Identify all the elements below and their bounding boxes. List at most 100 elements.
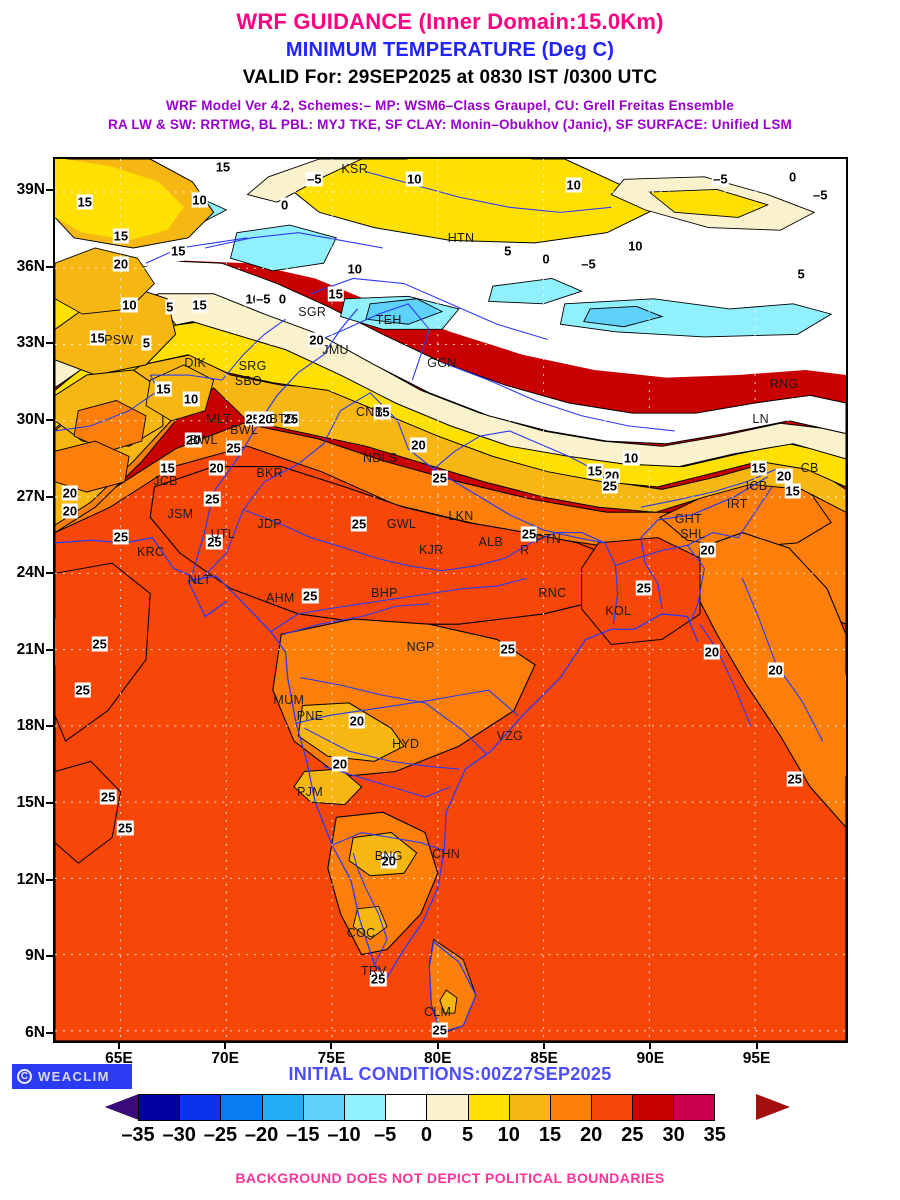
city-label: ALB xyxy=(478,534,504,549)
city-label: HTN xyxy=(447,231,475,246)
colorbar-band xyxy=(467,1094,509,1121)
city-label: JSM xyxy=(167,506,194,521)
contour-value-label: 5 xyxy=(141,335,152,351)
latitude-tick-label: 24N xyxy=(16,564,45,582)
contour-value-label: 25 xyxy=(520,526,538,542)
city-label: DIK xyxy=(184,356,207,371)
longitude-tick-label: 65E xyxy=(105,1050,133,1067)
longitude-tick xyxy=(224,1043,227,1049)
city-label: COC xyxy=(346,925,376,940)
page-title: WRF GUIDANCE (Inner Domain:15.0Km) xyxy=(236,9,664,34)
contour-value-label: 25 xyxy=(206,534,223,550)
valid-time-text: VALID For: 29SEP2025 at 0830 IST /0300 U… xyxy=(242,67,658,88)
latitude-tick-label: 18N xyxy=(16,717,45,735)
colorbar-band xyxy=(508,1094,550,1121)
colorbar-band xyxy=(632,1094,674,1121)
city-label: GWL xyxy=(386,517,417,532)
colorbar-tick-label: 5 xyxy=(462,1124,474,1146)
longitude-tick xyxy=(436,1043,439,1049)
longitude-tick xyxy=(543,1043,546,1049)
contour-value-label: 15 xyxy=(170,243,187,259)
contour-value-label: 25 xyxy=(301,588,319,604)
contour-value-label: 0 xyxy=(277,291,288,307)
contour-value-label: 15 xyxy=(374,404,391,420)
longitude-tick-label: 80E xyxy=(423,1050,452,1067)
contour-value-label: 25 xyxy=(635,580,653,596)
city-label: HYD xyxy=(392,736,420,751)
contour-value-label: 25 xyxy=(116,820,134,836)
city-label: RNG xyxy=(769,376,799,391)
contour-value-label: 10 xyxy=(182,391,200,407)
contour-value-label: 25 xyxy=(91,636,108,652)
contour-value-label: 5 xyxy=(165,299,175,315)
contour-value-label: 25 xyxy=(601,478,619,494)
colorbar-tick-label: 20 xyxy=(580,1124,603,1146)
latitude-tick-label: 33N xyxy=(16,334,45,352)
latitude-tick xyxy=(46,955,53,958)
contour-value-label: 25 xyxy=(112,529,130,545)
city-label: PNE xyxy=(296,708,324,723)
contour-value-label: 0 xyxy=(787,169,798,185)
colorbar-band xyxy=(138,1094,180,1121)
contour-value-label: 15 xyxy=(159,460,176,476)
contour-value-label: 15 xyxy=(586,463,604,478)
colorbar-band xyxy=(220,1094,262,1121)
city-label: AHM xyxy=(265,591,295,606)
contour-value-label: 25 xyxy=(282,411,300,427)
weaclim-logo-text: WEACLIM xyxy=(38,1069,110,1084)
city-label: SHL xyxy=(680,527,706,542)
contour-value-label: 20 xyxy=(348,713,366,729)
contour-value-label: 10 xyxy=(191,192,208,208)
city-label: TEH xyxy=(375,312,402,327)
longitude-tick-label: 75E xyxy=(317,1050,346,1067)
latitude-tick xyxy=(46,648,53,651)
colorbar-tick-label: –35 xyxy=(121,1124,155,1146)
city-label: TRV xyxy=(361,963,387,978)
latitude-tick-label: 30N xyxy=(16,410,45,428)
contour-value-label: 25 xyxy=(99,789,117,805)
contour-value-label: 15 xyxy=(750,460,767,476)
initial-conditions-text: INITIAL CONDITIONS:00Z27SEP2025 xyxy=(288,1064,612,1084)
contour-value-label: –5 xyxy=(580,256,597,272)
city-label: CB xyxy=(800,460,819,475)
colorbar-band xyxy=(261,1094,303,1121)
latitude-tick-label: 9N xyxy=(25,947,45,965)
longitude-axis: 65E 70E 75E 80E 85E 90E 95E xyxy=(53,1043,848,1073)
colorbar-bands xyxy=(138,1094,715,1121)
contour-value-label: 20 xyxy=(257,411,274,427)
model-scheme-line-2: RA LW & SW: RRTMG, BL PBL: MYJ TKE, SF C… xyxy=(108,117,792,132)
longitude-tick xyxy=(117,1043,120,1049)
colorbar-tick-label: 35 xyxy=(703,1124,726,1146)
contour-value-label: 0 xyxy=(279,197,290,213)
contour-value-label: 25 xyxy=(225,440,242,456)
city-label: BKR xyxy=(256,466,283,481)
city-label: PJM xyxy=(297,785,324,800)
longitude-tick-label: 70E xyxy=(211,1050,239,1067)
contour-value-label: 0 xyxy=(541,251,551,267)
weaclim-logo: C WEACLIM xyxy=(12,1064,132,1089)
colorbar-tick-label: 25 xyxy=(621,1124,644,1146)
contour-value-label: 20 xyxy=(184,432,202,448)
city-label: GHT xyxy=(674,512,703,527)
city-label: BNG xyxy=(374,849,403,864)
contour-value-label: 5 xyxy=(796,266,806,282)
colorbar-band xyxy=(549,1094,592,1121)
city-label: BWL xyxy=(189,432,218,447)
city-label: PSW xyxy=(104,333,134,348)
latitude-tick xyxy=(46,572,53,575)
colorbar-tick-label: –25 xyxy=(203,1124,238,1146)
latitude-tick xyxy=(46,878,53,881)
contour-value-label: 20 xyxy=(112,256,130,272)
contour-value-label: 10 xyxy=(346,261,363,277)
latitude-tick-label: 39N xyxy=(16,181,45,199)
contour-value-label: 20 xyxy=(61,503,79,519)
latitude-axis: 39N 36N 33N 30N 27N 24N 21N 18N 15N 12N 9N 6N xyxy=(0,157,53,1043)
contour-value-label: 10 xyxy=(622,450,640,466)
contour-value-label: 25 xyxy=(244,411,261,427)
city-label: RNC xyxy=(538,586,567,601)
colorbar-tick-label: –10 xyxy=(327,1124,361,1146)
contour-value-label: 20 xyxy=(703,644,721,660)
contour-value-label: 20 xyxy=(308,332,325,348)
city-label: IRT xyxy=(726,496,748,511)
colorbar-band xyxy=(673,1094,715,1121)
